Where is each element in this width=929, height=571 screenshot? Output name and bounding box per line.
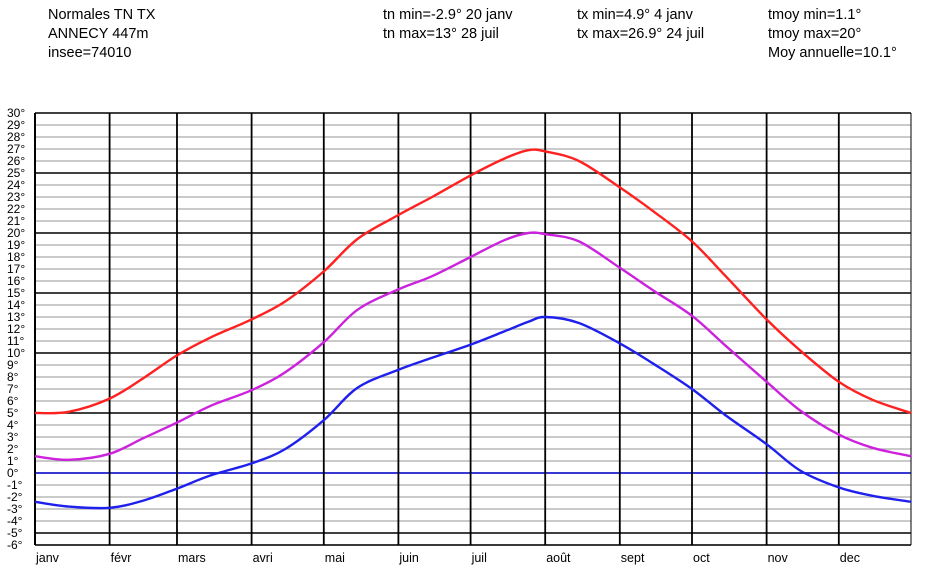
chart-title: Normales TN TX bbox=[48, 7, 156, 23]
tn-stats: tn min=-2.9° 20 janv tn max=13° 28 juil bbox=[383, 6, 513, 44]
station-title-block: Normales TN TX ANNECY 447m insee=74010 bbox=[48, 6, 155, 63]
x-tick-label-7: août bbox=[546, 551, 571, 565]
y-tick-label: 21° bbox=[7, 214, 25, 228]
y-tick-label: 26° bbox=[7, 154, 25, 168]
x-tick-label-4: mai bbox=[325, 551, 345, 565]
x-tick-label-3: avri bbox=[253, 551, 273, 565]
y-tick-label: 6° bbox=[7, 394, 19, 408]
y-tick-label: 30° bbox=[7, 106, 25, 120]
tx-min-label: tx min=4.9° 4 janv bbox=[577, 7, 693, 23]
y-tick-label: -1° bbox=[7, 478, 23, 492]
y-tick-label: 0° bbox=[7, 466, 19, 480]
y-tick-label: 23° bbox=[7, 190, 25, 204]
tn-min-label: tn min=-2.9° 20 janv bbox=[383, 7, 513, 23]
tn-series-line bbox=[34, 315, 912, 510]
y-tick-label: -3° bbox=[7, 502, 23, 516]
y-tick-label: 10° bbox=[7, 346, 25, 360]
x-tick-label-8: sept bbox=[621, 551, 645, 565]
x-tick-label-10: nov bbox=[768, 551, 789, 565]
y-tick-label: 2° bbox=[7, 442, 19, 456]
annual-mean-label: Moy annuelle=10.1° bbox=[768, 45, 897, 61]
y-tick-label: 19° bbox=[7, 238, 25, 252]
y-tick-label: 13° bbox=[7, 310, 25, 324]
x-tick-label-5: juin bbox=[398, 551, 419, 565]
y-tick-label: 14° bbox=[7, 298, 25, 312]
x-tick-label-1: févr bbox=[111, 551, 132, 565]
tx-series-line bbox=[34, 148, 912, 415]
y-tick-label: 8° bbox=[7, 370, 19, 384]
tx-stats: tx min=4.9° 4 janv tx max=26.9° 24 juil bbox=[577, 6, 704, 44]
y-tick-label: 3° bbox=[7, 430, 19, 444]
y-tick-label: 11° bbox=[7, 334, 24, 348]
tx-max-label: tx max=26.9° 24 juil bbox=[577, 26, 705, 42]
station-insee: insee=74010 bbox=[48, 45, 132, 61]
y-tick-label: 4° bbox=[7, 418, 19, 432]
y-tick-label: -6° bbox=[7, 538, 23, 552]
y-tick-label: 22° bbox=[7, 202, 25, 216]
y-tick-label: 25° bbox=[7, 166, 25, 180]
y-tick-label: 1° bbox=[7, 454, 19, 468]
x-tick-label-2: mars bbox=[178, 551, 206, 565]
y-tick-label: 12° bbox=[7, 322, 25, 336]
tmoy-min-label: tmoy min=1.1° bbox=[768, 7, 862, 23]
station-name: ANNECY 447m bbox=[48, 26, 149, 42]
y-tick-label: -5° bbox=[7, 526, 23, 540]
y-tick-label: 9° bbox=[7, 358, 19, 372]
x-tick-label-0: janv bbox=[35, 551, 60, 565]
tmoy-series-line bbox=[34, 231, 912, 462]
x-tick-label-11: dec bbox=[840, 551, 860, 565]
y-tick-label: 17° bbox=[7, 262, 25, 276]
y-tick-label: 20° bbox=[7, 226, 25, 240]
y-tick-label: 24° bbox=[7, 178, 25, 192]
y-tick-label: 18° bbox=[7, 250, 25, 264]
y-tick-label: 15° bbox=[7, 286, 25, 300]
tmoy-max-label: tmoy max=20° bbox=[768, 26, 862, 42]
y-tick-label: 5° bbox=[7, 406, 19, 420]
tmoy-stats: tmoy min=1.1° tmoy max=20° Moy annuelle=… bbox=[768, 6, 897, 63]
y-tick-label: -2° bbox=[7, 490, 23, 504]
y-tick-label: 29° bbox=[7, 118, 25, 132]
y-tick-label: 16° bbox=[7, 274, 25, 288]
x-tick-label-6: juil bbox=[471, 551, 487, 565]
tn-max-label: tn max=13° 28 juil bbox=[383, 26, 499, 42]
y-tick-label: 28° bbox=[7, 130, 25, 144]
y-tick-label: 7° bbox=[7, 382, 19, 396]
x-tick-label-9: oct bbox=[693, 551, 710, 565]
y-tick-label: -4° bbox=[7, 514, 23, 528]
y-tick-label: 27° bbox=[7, 142, 25, 156]
